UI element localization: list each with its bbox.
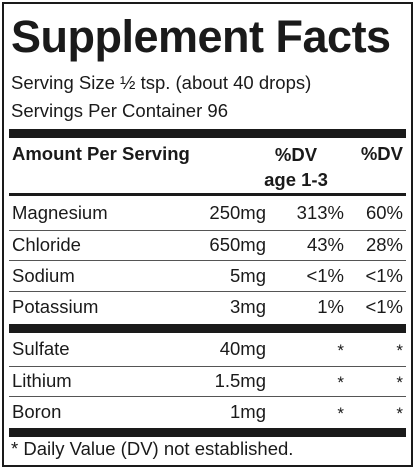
nutrient-dv-age: * (337, 404, 344, 423)
nutrient-row: Magnesium 250mg 313% 60% (9, 198, 406, 228)
nutrient-amount: 5mg (230, 265, 266, 286)
nutrient-name: Sodium (12, 265, 75, 286)
row-divider (9, 230, 406, 231)
nutrient-amount: 3mg (230, 296, 266, 317)
header-divider (9, 193, 406, 196)
panel-title: Supplement Facts (11, 11, 391, 62)
row-divider (9, 260, 406, 261)
header-dv-age: %DV age 1-3 (251, 142, 341, 192)
nutrient-name: Boron (12, 401, 62, 422)
header-dv: %DV (360, 143, 403, 164)
nutrient-row: Chloride 650mg 43% 28% (9, 230, 406, 260)
nutrient-dv: * (396, 404, 403, 423)
serving-size: Serving Size ½ tsp. (about 40 drops) (11, 72, 312, 93)
nutrient-dv: 60% (365, 202, 403, 223)
servings-per-container: Servings Per Container 96 (11, 100, 228, 121)
nutrient-name: Magnesium (12, 202, 108, 223)
nutrient-name: Chloride (12, 234, 81, 255)
nutrient-dv-age: 43% (306, 234, 344, 255)
nutrient-row: Sulfate 40mg * * (9, 334, 406, 364)
nutrient-dv: <1% (365, 296, 403, 317)
thick-divider (9, 428, 406, 437)
nutrient-name: Potassium (12, 296, 99, 317)
nutrient-dv: * (396, 373, 403, 392)
row-divider (9, 366, 406, 367)
nutrient-dv-age: * (337, 373, 344, 392)
supplement-facts-panel: Supplement Facts Serving Size ½ tsp. (ab… (2, 2, 413, 467)
nutrient-row: Potassium 3mg 1% <1% (9, 292, 406, 322)
nutrient-dv-age: 313% (296, 202, 344, 223)
nutrient-dv-age: <1% (306, 265, 344, 286)
footnote: * Daily Value (DV) not established. (11, 438, 294, 459)
header-amount-per-serving: Amount Per Serving (12, 143, 190, 164)
header-dv-age-line2: age 1-3 (264, 169, 328, 190)
nutrient-dv-age: 1% (317, 296, 344, 317)
nutrient-amount: 1.5mg (214, 370, 266, 391)
nutrient-amount: 650mg (209, 234, 266, 255)
nutrient-name: Lithium (12, 370, 72, 391)
nutrient-dv: 28% (365, 234, 403, 255)
row-divider (9, 291, 406, 292)
nutrient-amount: 1mg (230, 401, 266, 422)
nutrient-amount: 40mg (219, 338, 266, 359)
thick-divider (9, 129, 406, 138)
nutrient-amount: 250mg (209, 202, 266, 223)
nutrient-row: Lithium 1.5mg * * (9, 366, 406, 396)
thick-divider (9, 324, 406, 333)
nutrient-dv: <1% (365, 265, 403, 286)
row-divider (9, 396, 406, 397)
nutrient-row: Boron 1mg * * (9, 397, 406, 427)
nutrient-dv-age: * (337, 341, 344, 360)
header-dv-age-line1: %DV (274, 144, 318, 165)
nutrient-name: Sulfate (12, 338, 70, 359)
nutrient-row: Sodium 5mg <1% <1% (9, 261, 406, 291)
nutrient-dv: * (396, 341, 403, 360)
